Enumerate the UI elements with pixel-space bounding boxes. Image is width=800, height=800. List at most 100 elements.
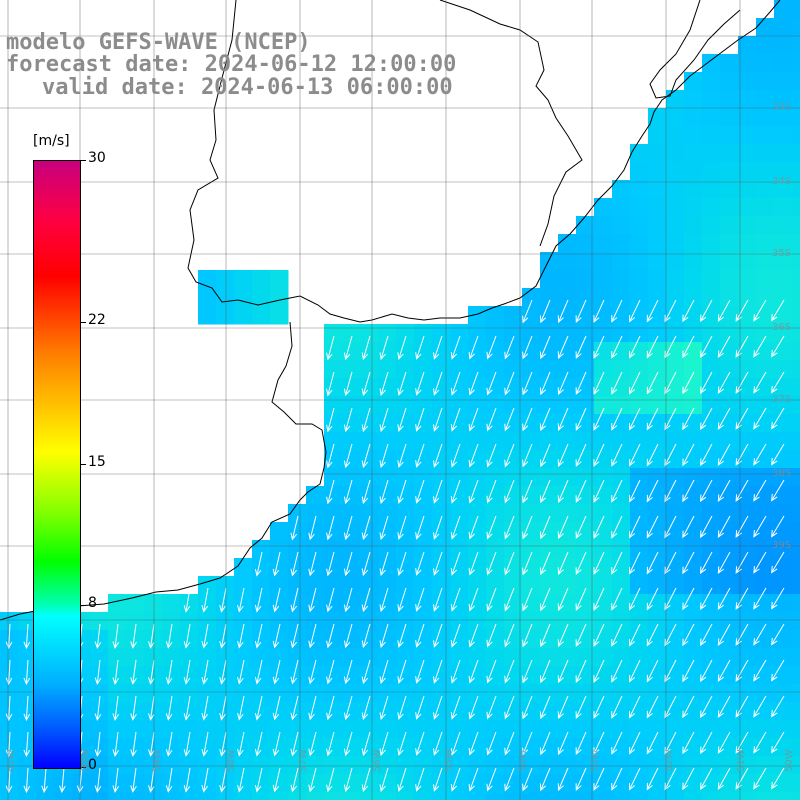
wind-cell: [792, 738, 800, 757]
wind-cell: [576, 270, 595, 289]
wind-cell: [648, 108, 667, 127]
wind-cell: [684, 774, 703, 793]
wind-cell: [540, 378, 559, 397]
wind-cell: [342, 576, 361, 595]
wind-cell: [648, 396, 667, 415]
wind-cell: [522, 540, 541, 559]
wind-cell: [306, 576, 325, 595]
wind-arrow: [343, 515, 353, 541]
wind-cell: [792, 216, 800, 235]
wind-cell: [738, 486, 757, 505]
wind-arrow: [504, 371, 515, 396]
wind-cell: [504, 648, 523, 667]
wind-arrow: [148, 659, 155, 685]
wind-cell: [594, 198, 613, 217]
wind-arrow: [646, 443, 659, 467]
wind-cell: [126, 702, 145, 721]
wind-arrow: [5, 623, 13, 650]
wind-cell: [234, 648, 253, 667]
wind-cell: [702, 252, 721, 271]
wind-cell: [774, 234, 793, 253]
wind-cell: [540, 288, 559, 307]
wind-arrow: [397, 407, 407, 433]
wind-cell: [342, 468, 361, 487]
wind-arrow: [237, 767, 245, 793]
wind-arrow: [468, 407, 479, 432]
wind-arrow: [629, 695, 641, 719]
wind-arrow: [593, 623, 605, 647]
wind-arrow: [557, 767, 569, 792]
wind-cell: [468, 504, 487, 523]
wind-cell: [684, 486, 703, 505]
wind-arrow: [522, 767, 533, 792]
wind-cell: [738, 432, 757, 451]
wind-cell: [720, 720, 739, 739]
wind-arrow: [753, 695, 767, 718]
colorbar-tick-label: 22: [88, 311, 106, 328]
wind-arrow: [682, 515, 695, 539]
wind-cell: [252, 666, 271, 685]
wind-cell: [720, 180, 739, 199]
wind-cell: [378, 432, 397, 451]
wind-cell: [576, 342, 595, 361]
colorbar-tick-label: 15: [88, 453, 106, 470]
wind-cell: [342, 432, 361, 451]
wind-cell: [774, 504, 793, 523]
wind-arrow: [468, 731, 479, 756]
wind-arrow: [771, 371, 785, 394]
wind-cell: [576, 486, 595, 505]
wind-cell: [126, 648, 145, 667]
wind-cell: [378, 756, 397, 775]
wind-cell: [702, 162, 721, 181]
wind-cell: [774, 126, 793, 145]
wind-cell: [666, 684, 685, 703]
wind-cell: [486, 306, 505, 325]
wind-arrow: [326, 731, 335, 757]
wind-cell: [288, 774, 307, 793]
wind-arrow: [219, 587, 227, 613]
wind-cell: [702, 432, 721, 451]
wind-cell: [252, 540, 271, 559]
wind-cell: [774, 90, 793, 109]
wind-cell: [558, 594, 577, 613]
wind-arrow: [629, 767, 641, 791]
wind-cell: [414, 738, 433, 757]
coastline-uruguay-interior: [439, 0, 583, 247]
wind-cell: [720, 270, 739, 289]
wind-arrow: [450, 767, 461, 792]
wind-cell: [666, 162, 685, 181]
wind-cell: [702, 360, 721, 379]
wind-arrow: [254, 659, 263, 685]
wind-cell: [792, 612, 800, 631]
wind-cell: [378, 324, 397, 343]
wind-arrow: [433, 479, 443, 504]
wind-cell: [594, 360, 613, 379]
wind-cell: [378, 558, 397, 577]
wind-arrow: [522, 587, 533, 612]
wind-cell: [738, 576, 757, 595]
wind-arrow: [522, 371, 533, 396]
wind-cell: [540, 756, 559, 775]
wind-cell: [396, 612, 415, 631]
wind-cell: [630, 288, 649, 307]
wind-cell: [738, 342, 757, 361]
wind-arrow: [415, 695, 425, 720]
wind-arrow: [94, 695, 102, 721]
wind-arrow: [717, 731, 731, 755]
longitude-label: 61W: [6, 749, 17, 772]
wind-arrow: [219, 659, 227, 685]
wind-cell: [648, 270, 667, 289]
wind-arrow: [717, 659, 731, 683]
wind-cell: [396, 738, 415, 757]
wind-cell: [540, 414, 559, 433]
wind-cell: [306, 684, 325, 703]
wind-cell: [360, 432, 379, 451]
wind-cell: [0, 684, 19, 703]
wind-arrow: [254, 623, 263, 649]
wind-arrow: [343, 587, 353, 613]
wind-cell: [144, 612, 163, 631]
wind-cell: [522, 432, 541, 451]
wind-cell: [288, 738, 307, 757]
wind-cell: [792, 54, 800, 73]
wind-arrow: [717, 443, 731, 467]
